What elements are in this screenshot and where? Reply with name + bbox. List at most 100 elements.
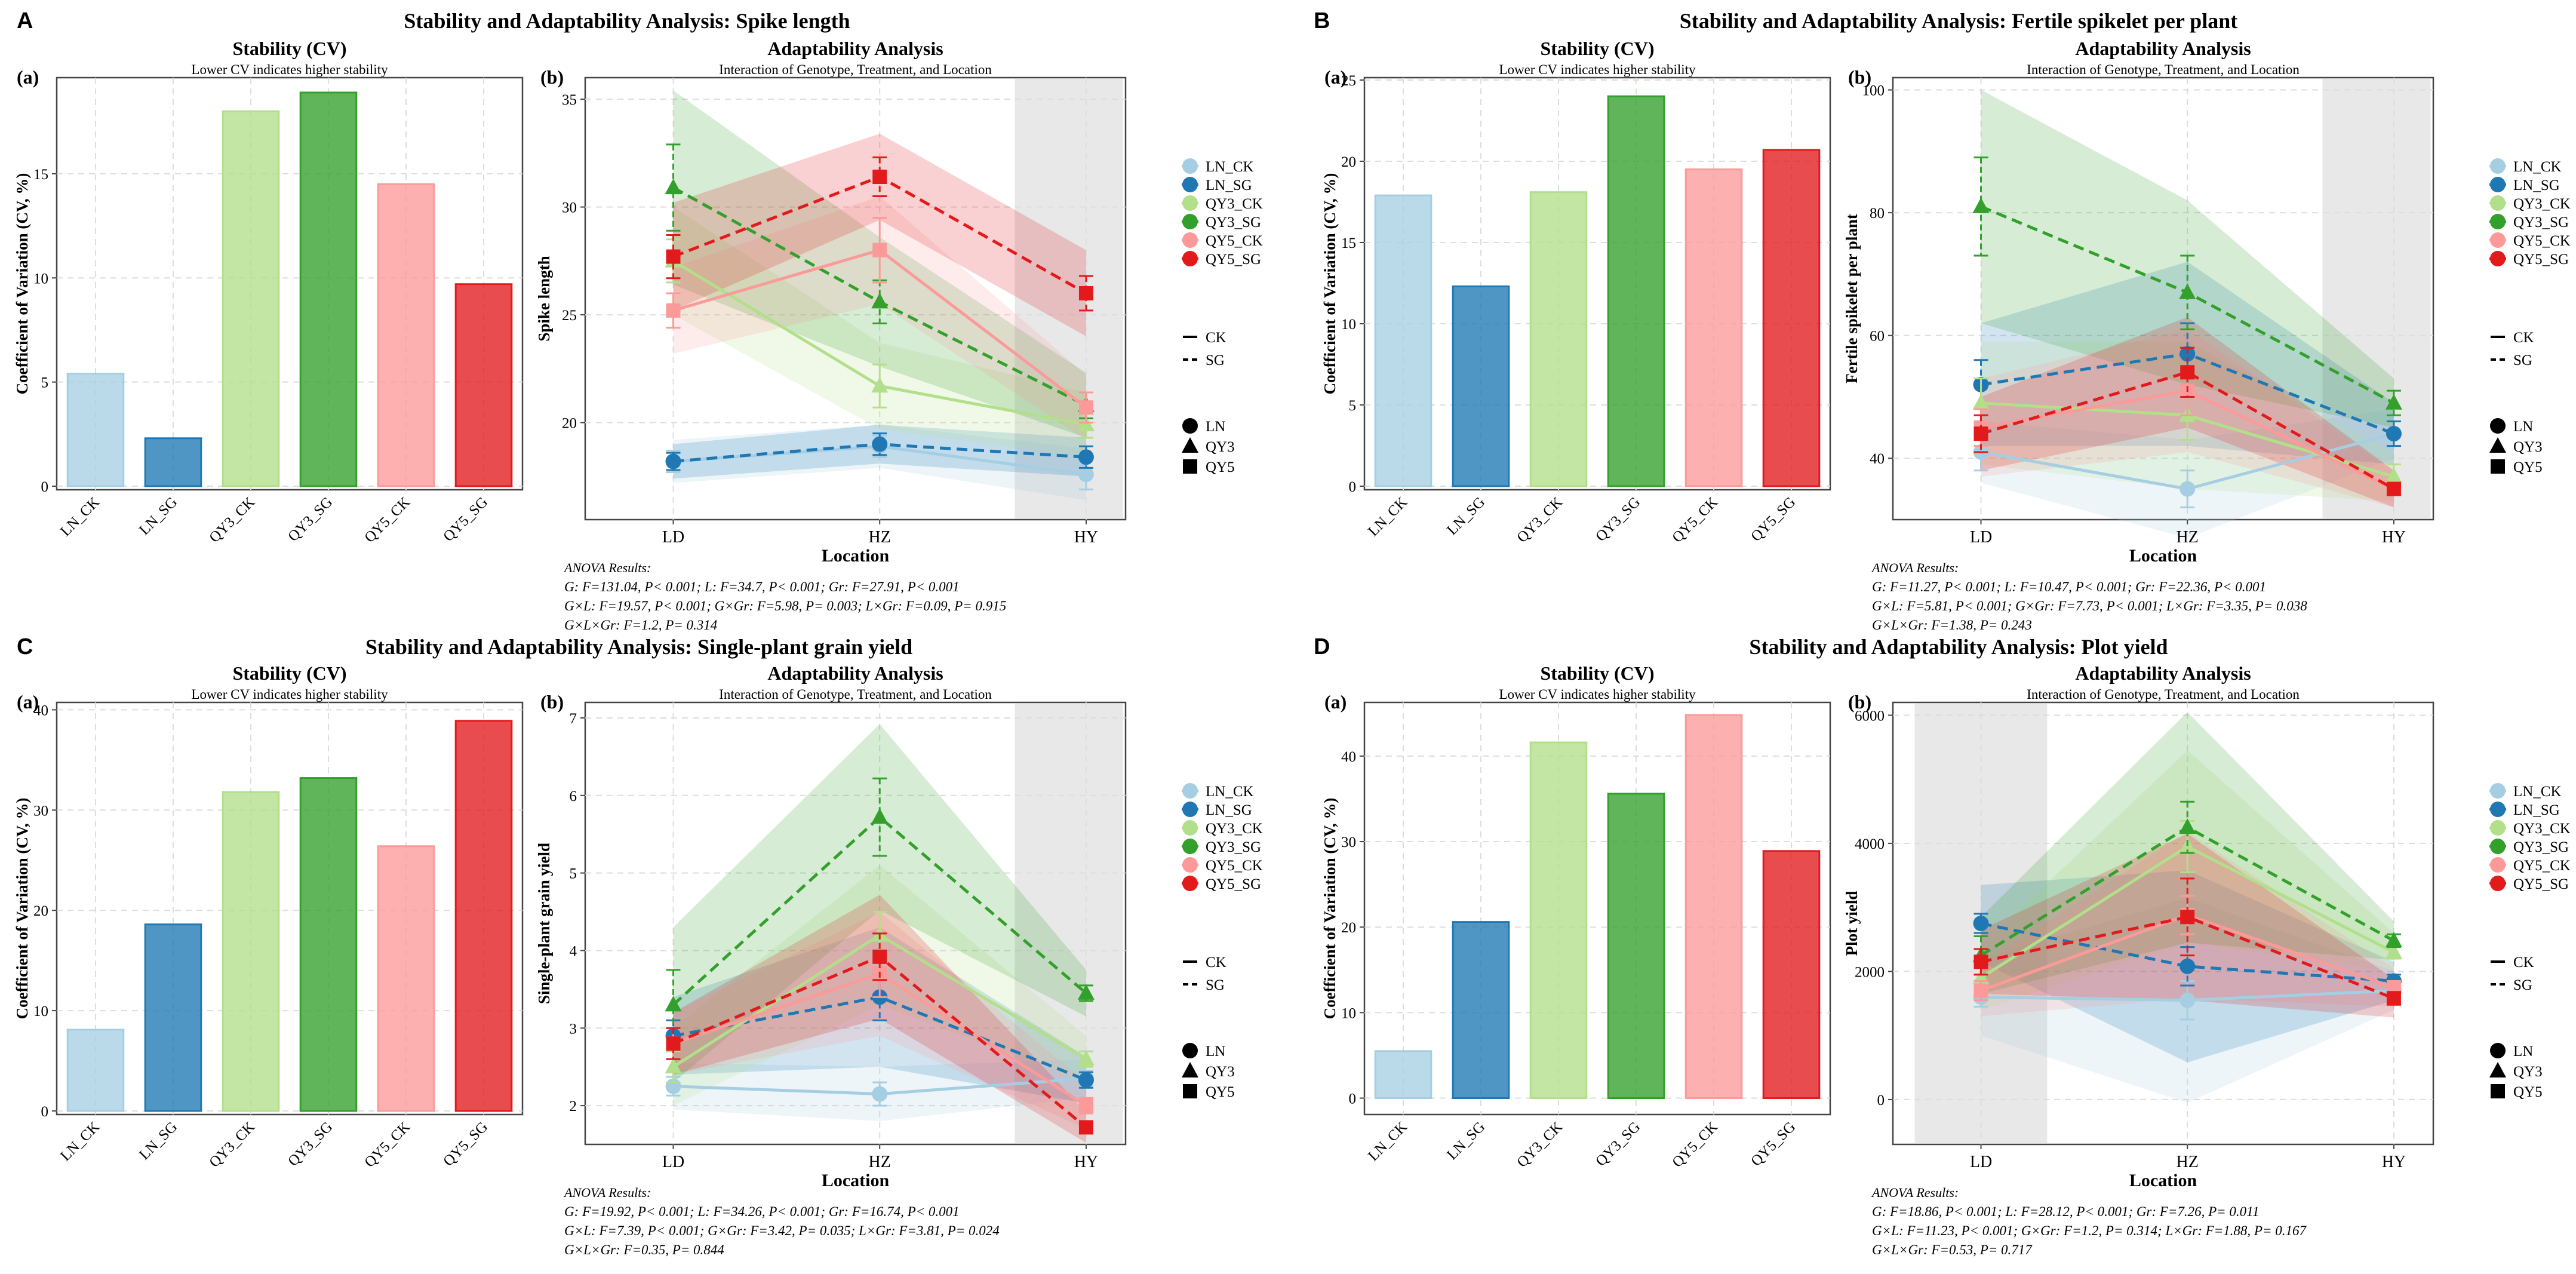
- legend-key-QY5_SG: [1182, 251, 1198, 266]
- cv-x-tick-label: LN_CK: [1365, 1119, 1410, 1164]
- ad-x-tick-label: LD: [1970, 1153, 1992, 1171]
- cv-y-tick-label: 30: [33, 803, 48, 819]
- legend-label-QY5_CK: QY5_CK: [2513, 233, 2571, 249]
- legend-label-QY5_SG: QY5_SG: [1206, 251, 1261, 268]
- cv-sublabel: (a): [1324, 66, 1347, 88]
- ad-y-axis-label: Single-plant grain yield: [535, 843, 553, 1004]
- cv-x-tick-label: LN_SG: [136, 1119, 180, 1163]
- cv-x-tick-label: QY5_SG: [1748, 494, 1799, 545]
- panel-title-A: Stability and Adaptability Analysis: Spi…: [404, 9, 850, 33]
- legend-key-QY5_CK: [1182, 857, 1198, 873]
- cv-y-tick-label: 0: [41, 479, 49, 495]
- cv-bar-LN_CK: [66, 1029, 125, 1112]
- ad-x-axis-label: Location: [822, 546, 890, 566]
- ad-point-QY3_SG: [2385, 931, 2402, 947]
- anova-line: G: F=131.04, P< 0.001; L: F=34.7, P< 0.0…: [564, 579, 960, 594]
- cv-y-axis-label: Coefficient of Variation (CV, %): [1321, 173, 1339, 395]
- panel-letter-A: A: [17, 8, 33, 33]
- legend-label-LN: LN: [2513, 419, 2533, 435]
- cv-y-tick-label: 25: [1341, 73, 1356, 89]
- cv-x-tick-label: QY5_CK: [1669, 494, 1721, 546]
- ad-point-QY3_SG: [1972, 197, 1990, 213]
- ad-point-LN_SG: [665, 453, 681, 469]
- legend-key-QY5_CK: [2490, 232, 2506, 248]
- ad-point-QY3_CK: [1972, 394, 1990, 410]
- ad-band-QY3_SG: [673, 724, 1086, 1083]
- panel-letter-C: C: [17, 634, 33, 659]
- ad-sublabel: (b): [1848, 691, 1871, 713]
- panel-B: (a) Stability (CV) Lower CV indicates high…: [1321, 38, 2571, 633]
- ad-x-tick-label: HZ: [2177, 528, 2199, 547]
- cv-subtitle: Lower CV indicates higher stability: [191, 62, 388, 77]
- ad-y-tick-label: 2000: [1855, 964, 1885, 980]
- cv-bar-LN_SG: [144, 437, 202, 487]
- anova-heading: ANOVA Results:: [563, 1185, 651, 1200]
- ad-y-tick-label: 0: [1877, 1092, 1885, 1109]
- ad-point-QY5_CK: [872, 242, 887, 257]
- legend-key-LN_CK: [1182, 158, 1198, 174]
- cv-sublabel: (a): [17, 66, 39, 88]
- legend-label-QY3_SG: QY3_SG: [2513, 214, 2569, 231]
- ad-x-axis-label: Location: [2129, 546, 2197, 566]
- legend-shape-QY5: [2491, 459, 2505, 474]
- cv-y-axis-label: Coefficient of Variation (CV, %): [13, 798, 31, 1020]
- cv-y-axis-label: Coefficient of Variation (CV, %): [13, 173, 31, 395]
- ad-y-tick-label: 3: [570, 1021, 577, 1037]
- ad-point-LN_SG: [1973, 916, 1989, 931]
- ad-point-QY5_CK: [1078, 400, 1093, 415]
- cv-bar-LN_SG: [1452, 921, 1510, 1100]
- cv-bar-QY5_CK: [1684, 168, 1743, 487]
- ad-title: Adaptability Analysis: [767, 662, 943, 684]
- legend-shape-LN: [2490, 1043, 2506, 1058]
- cv-x-tick-label: QY3_SG: [1593, 494, 1643, 545]
- ad-point-QY5_CK: [1078, 1098, 1093, 1113]
- ad-point-QY3_SG: [1077, 984, 1095, 1000]
- cv-bar-QY5_SG: [454, 720, 513, 1112]
- ad-point-QY5_SG: [1078, 1120, 1093, 1135]
- ad-point-QY3_SG: [2385, 394, 2402, 410]
- cv-bar-QY3_SG: [1607, 95, 1665, 487]
- legend: LN_CK LN_SG QY3_CK QY3_SG QY5_CK QY5_SG CK SG LN…: [1182, 158, 1263, 475]
- cv-x-tick-label: QY3_CK: [1514, 1119, 1566, 1171]
- ad-point-QY5_SG: [666, 249, 681, 264]
- anova-heading: ANOVA Results:: [1871, 560, 1959, 575]
- ad-x-tick-label: HY: [1074, 1153, 1098, 1171]
- ad-highlight-band: [1015, 79, 1123, 518]
- cv-plot-area: [56, 76, 524, 491]
- ad-line-QY3_SG: [672, 815, 1087, 1006]
- ad-point-LN_CK: [2180, 481, 2196, 497]
- legend-shape-QY5: [1183, 459, 1197, 474]
- ad-y-tick-label: 7: [570, 711, 577, 727]
- cv-bar-QY5_CK: [377, 845, 435, 1112]
- legend-label-SG: SG: [1206, 977, 1225, 993]
- ad-x-tick-label: HY: [2382, 528, 2406, 547]
- ad-y-tick-label: 6000: [1855, 708, 1885, 724]
- ad-point-QY5_SG: [1974, 426, 1988, 441]
- cv-y-tick-label: 0: [1349, 479, 1357, 495]
- cv-bar-QY5_SG: [1762, 850, 1821, 1100]
- ad-point-QY5_SG: [666, 1036, 681, 1051]
- legend-label-CK: CK: [1206, 330, 1226, 346]
- cv-plot-area: [1363, 701, 1831, 1116]
- legend-label-CK: CK: [2513, 954, 2534, 971]
- legend-key-QY3_SG: [2490, 839, 2506, 854]
- panel-C: (a) Stability (CV) Lower CV indicates high…: [13, 662, 1263, 1257]
- anova-line: G: F=11.27, P< 0.001; L: F=10.47, P< 0.0…: [1872, 579, 2266, 594]
- cv-title: Stability (CV): [232, 662, 346, 684]
- cv-y-tick-label: 20: [1341, 920, 1356, 936]
- ad-subtitle: Interaction of Genotype, Treatment, and …: [2027, 62, 2300, 77]
- cv-y-tick-label: 20: [33, 903, 48, 919]
- anova-line: G: F=19.92, P< 0.001; L: F=34.26, P< 0.0…: [564, 1204, 960, 1219]
- cv-bar-LN_CK: [66, 373, 125, 487]
- anova-heading: ANOVA Results:: [1871, 1185, 1959, 1200]
- ad-title: Adaptability Analysis: [2075, 662, 2251, 684]
- ad-y-tick-label: 100: [1862, 83, 1885, 99]
- legend-label-LN_CK: LN_CK: [1206, 784, 1254, 800]
- ad-point-QY3_SG: [2179, 818, 2196, 834]
- ad-point-QY5_SG: [872, 170, 887, 185]
- cv-x-tick-label: QY3_CK: [206, 1119, 258, 1171]
- cv-bar-QY3_SG: [299, 777, 358, 1112]
- legend-key-QY3_CK: [1182, 195, 1198, 211]
- ad-y-tick-label: 2: [570, 1098, 577, 1115]
- cv-x-tick-label: LN_SG: [1444, 1119, 1488, 1163]
